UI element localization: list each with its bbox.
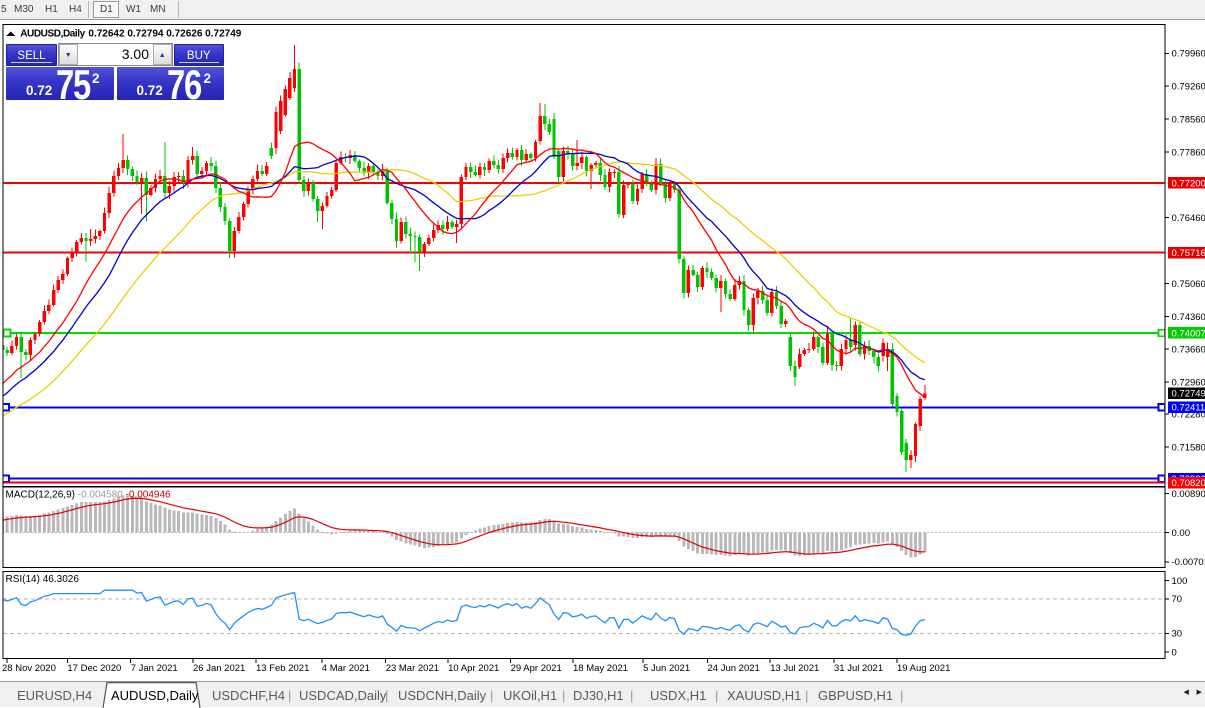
svg-text:0.008904: 0.008904: [1172, 489, 1205, 500]
svg-text:AUDUSD,Daily: AUDUSD,Daily: [20, 29, 85, 40]
svg-text:0.74007: 0.74007: [1172, 328, 1205, 339]
svg-text:0.00: 0.00: [1172, 528, 1191, 539]
svg-text:18 May 2021: 18 May 2021: [573, 663, 628, 674]
svg-text:5 Jun 2021: 5 Jun 2021: [643, 663, 690, 674]
svg-text:7 Jan 2021: 7 Jan 2021: [131, 663, 178, 674]
svg-text:0.75716: 0.75716: [1172, 248, 1205, 259]
svg-text:0.73660: 0.73660: [1172, 345, 1205, 356]
svg-text:0.79260: 0.79260: [1172, 82, 1205, 93]
svg-text:0.79960: 0.79960: [1172, 49, 1205, 60]
svg-text:MACD(12,26,9) -0.004580 -0.004: MACD(12,26,9) -0.004580 -0.004946: [6, 490, 172, 501]
svg-text:0.72411: 0.72411: [1172, 403, 1205, 414]
svg-text:100: 100: [1172, 576, 1188, 587]
svg-text:0.77860: 0.77860: [1172, 147, 1205, 158]
svg-text:0.76460: 0.76460: [1172, 213, 1205, 224]
svg-text:19 Aug 2021: 19 Aug 2021: [897, 663, 950, 674]
svg-text:28 Nov 2020: 28 Nov 2020: [2, 663, 56, 674]
svg-text:26 Jan 2021: 26 Jan 2021: [193, 663, 245, 674]
svg-text:RSI(14) 46.3026: RSI(14) 46.3026: [6, 574, 80, 585]
svg-text:0.71580: 0.71580: [1172, 442, 1205, 453]
svg-text:13 Jul 2021: 13 Jul 2021: [770, 663, 819, 674]
svg-text:13 Feb 2021: 13 Feb 2021: [256, 663, 309, 674]
svg-text:24 Jun 2021: 24 Jun 2021: [708, 663, 760, 674]
svg-text:30: 30: [1172, 629, 1183, 640]
svg-text:0.75060: 0.75060: [1172, 279, 1205, 290]
svg-text:0.78560: 0.78560: [1172, 115, 1205, 126]
svg-text:0.77200: 0.77200: [1172, 178, 1205, 189]
svg-text:0.70820: 0.70820: [1172, 478, 1205, 489]
svg-text:70: 70: [1172, 594, 1183, 605]
svg-text:10 Apr 2021: 10 Apr 2021: [448, 663, 499, 674]
svg-text:17 Dec 2020: 17 Dec 2020: [67, 663, 121, 674]
svg-text:0.72960: 0.72960: [1172, 378, 1205, 389]
svg-text:0.72642 0.72794 0.72626 0.7274: 0.72642 0.72794 0.72626 0.72749: [88, 29, 241, 40]
svg-text:0.72749: 0.72749: [1172, 389, 1205, 400]
svg-text:23 Mar 2021: 23 Mar 2021: [386, 663, 439, 674]
svg-text:29 Apr 2021: 29 Apr 2021: [511, 663, 562, 674]
svg-text:0: 0: [1172, 647, 1177, 658]
svg-text:4 Mar 2021: 4 Mar 2021: [322, 663, 370, 674]
svg-text:31 Jul 2021: 31 Jul 2021: [834, 663, 883, 674]
svg-text:0.74360: 0.74360: [1172, 312, 1205, 323]
